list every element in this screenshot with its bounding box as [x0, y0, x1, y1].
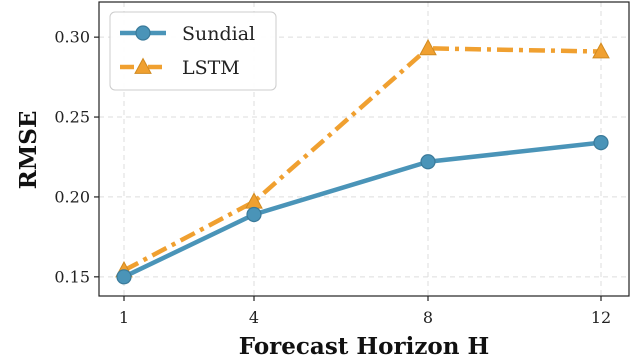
- series-layer: [115, 38, 610, 285]
- y-tick-label: 0.15: [54, 267, 90, 286]
- point-sundial-4: [246, 206, 262, 223]
- legend-marker-sundial: [135, 25, 151, 41]
- x-tick-label: 12: [591, 308, 611, 327]
- point-sundial-12: [593, 135, 609, 151]
- x-tick-label: 4: [249, 308, 259, 327]
- y-tick-label: 0.30: [54, 28, 90, 47]
- point-lstm-8: [419, 38, 437, 56]
- y-tick-label: 0.25: [54, 108, 90, 127]
- x-tick-label: 1: [119, 308, 129, 327]
- x-axis-label: Forecast Horizon H: [239, 333, 489, 360]
- point-sundial-8: [420, 154, 436, 170]
- y-axis-label: RMSE: [15, 111, 42, 190]
- plot-frame: [98, 1, 630, 297]
- legend-marker-lstm: [134, 57, 152, 74]
- x-tick-label: 8: [423, 308, 433, 327]
- series-sundial: [116, 135, 609, 285]
- line-sundial: [123, 140, 602, 279]
- y-tick-label: 0.20: [54, 187, 90, 206]
- legend-label-sundial: Sundial: [182, 23, 255, 45]
- legend-label-lstm: LSTM: [182, 57, 240, 79]
- legend: Sundial LSTM: [109, 11, 277, 91]
- x-axis: 1 4 8 12: [119, 296, 611, 327]
- y-axis: 0.15 0.20 0.25 0.30: [54, 28, 99, 286]
- point-lstm-12: [592, 42, 610, 59]
- line-lstm: [122, 46, 602, 273]
- point-lstm-4: [245, 192, 263, 209]
- series-lstm: [115, 38, 610, 278]
- point-sundial-1: [116, 269, 132, 285]
